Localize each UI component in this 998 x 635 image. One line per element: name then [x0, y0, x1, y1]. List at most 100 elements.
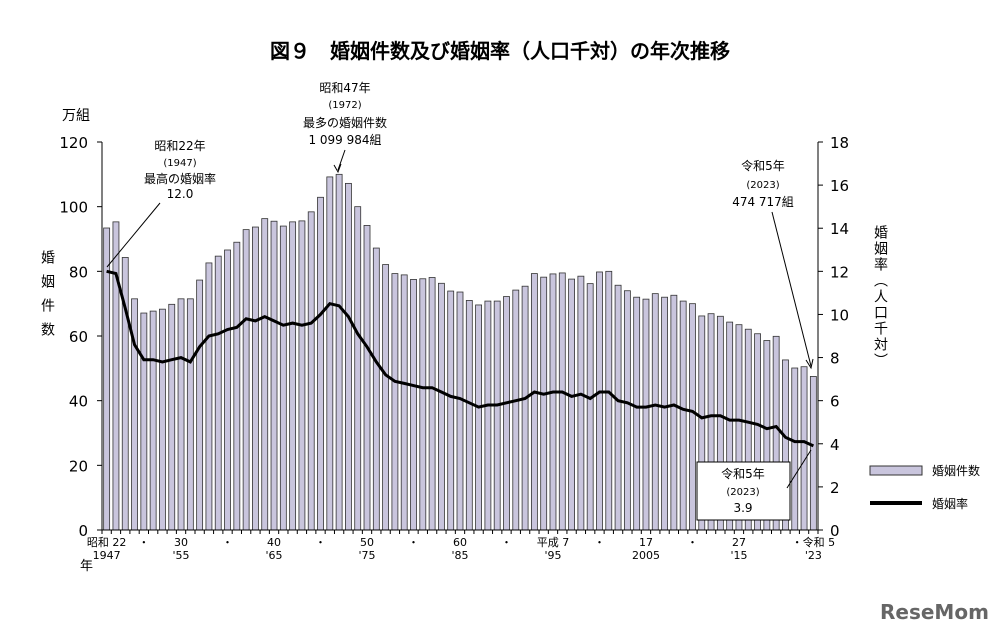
bar-1953: [159, 308, 166, 531]
annotation-text: 最高の婚姻率: [144, 171, 216, 186]
x-tick-year: '85: [451, 549, 468, 562]
x-tick-year: '75: [358, 549, 375, 562]
x-tick-label: 平成 7: [537, 536, 570, 549]
annotation-2023-rate: 令和5年 (2023) 3.9: [696, 449, 812, 521]
x-tick-year: '15: [730, 549, 747, 562]
bar-2008: [670, 294, 678, 531]
legend-label-rate: 婚姻率: [932, 496, 968, 511]
bar-2000: [596, 271, 603, 531]
bar-1992: [521, 285, 529, 531]
bar-2004: [633, 296, 641, 531]
bar-1971: [326, 176, 334, 531]
left-tick-label: 100: [59, 199, 88, 217]
bar-1958: [205, 262, 213, 531]
bar-1986: [465, 300, 473, 531]
left-tick-label: 60: [69, 328, 88, 346]
x-tick-year: '55: [173, 549, 190, 562]
bar-2022: [800, 366, 808, 531]
bar-1969: [307, 211, 315, 531]
annotation-text: 474 717組: [732, 195, 794, 209]
bar-1987: [475, 304, 482, 531]
bar-1968: [298, 220, 306, 531]
bar-2007: [661, 296, 668, 531]
annotation-arrow: [106, 202, 161, 268]
annotation-text: (2023): [726, 487, 759, 498]
annotation-text: 令和5年: [721, 466, 765, 481]
bar-1985: [456, 291, 464, 531]
bar-1975: [363, 225, 371, 531]
bar-1981: [419, 278, 427, 531]
annotation-text: 1 099 984組: [308, 133, 381, 147]
bar-1977: [382, 264, 390, 531]
left-tick-label: 40: [69, 393, 88, 411]
right-tick-label: 10: [830, 306, 849, 324]
right-axis-label: 婚姻率（人口千対）: [872, 225, 888, 369]
x-axis-label: 年: [80, 559, 93, 574]
bar-2001: [605, 270, 613, 531]
x-tick-year: 2005: [632, 549, 660, 562]
right-tick-label: 16: [830, 177, 849, 195]
bar-1957: [196, 279, 204, 531]
bar-1998: [577, 275, 585, 531]
bar-2006: [651, 293, 659, 531]
x-tick-label: 17: [639, 536, 653, 549]
legend: 婚姻件数 婚姻率: [869, 463, 980, 511]
bar-1948: [112, 221, 120, 531]
bar-2002: [614, 284, 622, 531]
bar-1990: [503, 296, 510, 531]
bar-1993: [530, 273, 538, 531]
bar-2021: [791, 367, 799, 531]
x-tick-label: ・: [138, 536, 149, 549]
bar-1959: [214, 255, 222, 531]
bar-1978: [391, 273, 399, 531]
bar-1964: [261, 218, 269, 531]
bar-2009: [679, 300, 687, 531]
annotation-text: 昭和22年: [154, 139, 205, 153]
bar-1979: [400, 274, 408, 531]
x-tick-label: 昭和 22: [87, 536, 127, 549]
bar-1966: [279, 225, 287, 531]
right-tick-label: 14: [830, 220, 849, 238]
bar-1994: [540, 276, 548, 531]
x-tick-label: ・令和 5: [792, 535, 836, 549]
bar-1982: [428, 277, 436, 531]
bar-1983: [438, 282, 445, 531]
bar-2005: [642, 298, 650, 531]
bar-1951: [140, 312, 148, 531]
annotation-text: 令和5年: [741, 158, 785, 173]
left-tick-label: 120: [59, 134, 88, 152]
x-tick-year: '95: [544, 549, 561, 562]
x-tick-year: '23: [805, 549, 822, 562]
bar-1967: [289, 221, 297, 531]
annotation-text: 最多の婚姻件数: [303, 115, 387, 130]
x-tick-label: ・: [222, 536, 233, 549]
chart-title: 図９ 婚姻件数及び婚姻率（人口千対）の年次推移: [270, 39, 730, 63]
annotation-1947: 昭和22年 (1947) 最高の婚姻率 12.0: [106, 139, 216, 268]
bar-1965: [270, 220, 278, 531]
annotation-2023-count: 令和5年 (2023) 474 717組: [732, 158, 814, 370]
bar-1956: [186, 298, 194, 531]
right-tick-label: 2: [830, 479, 840, 497]
annotation-text: (1972): [328, 100, 361, 111]
bar-1963: [252, 226, 259, 531]
x-tick-label: 40: [267, 536, 281, 549]
bar-1962: [242, 229, 250, 531]
x-tick-label: ・: [687, 536, 698, 549]
x-tick-year: '65: [266, 549, 283, 562]
annotation-arrow: [337, 149, 346, 171]
bar-1972: [335, 173, 343, 531]
left-axis-label: 婚姻件数: [39, 250, 55, 346]
left-tick-label: 20: [69, 457, 88, 475]
bar-1997: [568, 278, 575, 531]
bar-1970: [317, 196, 324, 531]
left-tick-label: 80: [69, 263, 88, 281]
bar-1996: [558, 272, 566, 531]
x-tick-label: ・: [501, 536, 512, 549]
right-tick-label: 8: [830, 350, 840, 368]
annotation-text: 3.9: [733, 501, 752, 515]
bar-1980: [410, 279, 417, 531]
right-tick-label: 0: [830, 522, 840, 540]
annotation-text: (1947): [163, 158, 196, 169]
